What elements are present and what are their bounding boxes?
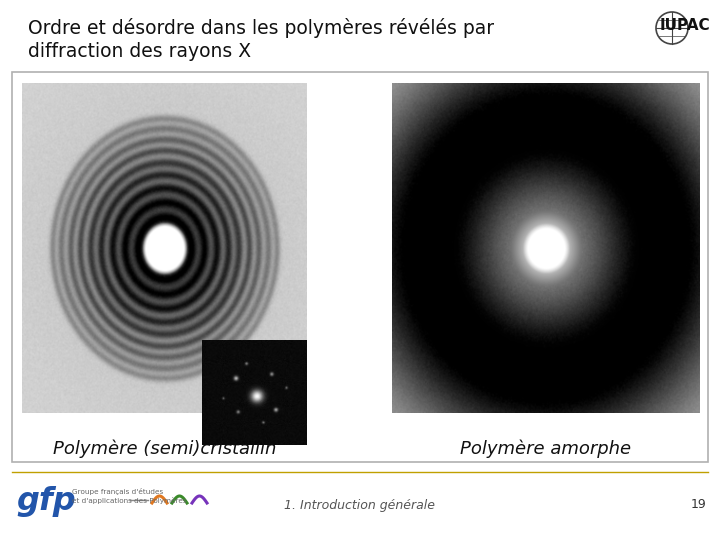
- Text: Ordre et désordre dans les polymères révélés par: Ordre et désordre dans les polymères rév…: [28, 18, 494, 38]
- Text: diffraction des rayons X: diffraction des rayons X: [28, 42, 251, 61]
- Text: IUPAC: IUPAC: [660, 18, 710, 33]
- Text: 1. Introduction générale: 1. Introduction générale: [284, 498, 436, 511]
- Text: gfp: gfp: [16, 486, 76, 517]
- Text: 19: 19: [690, 498, 706, 511]
- Text: Groupe français d'études: Groupe français d'études: [72, 488, 163, 495]
- Text: Polymère (semi)cristallin: Polymère (semi)cristallin: [53, 440, 276, 458]
- Text: Polymère amorphe: Polymère amorphe: [460, 440, 631, 458]
- Text: et d'applications des Polymères: et d'applications des Polymères: [72, 497, 186, 504]
- FancyBboxPatch shape: [12, 72, 708, 462]
